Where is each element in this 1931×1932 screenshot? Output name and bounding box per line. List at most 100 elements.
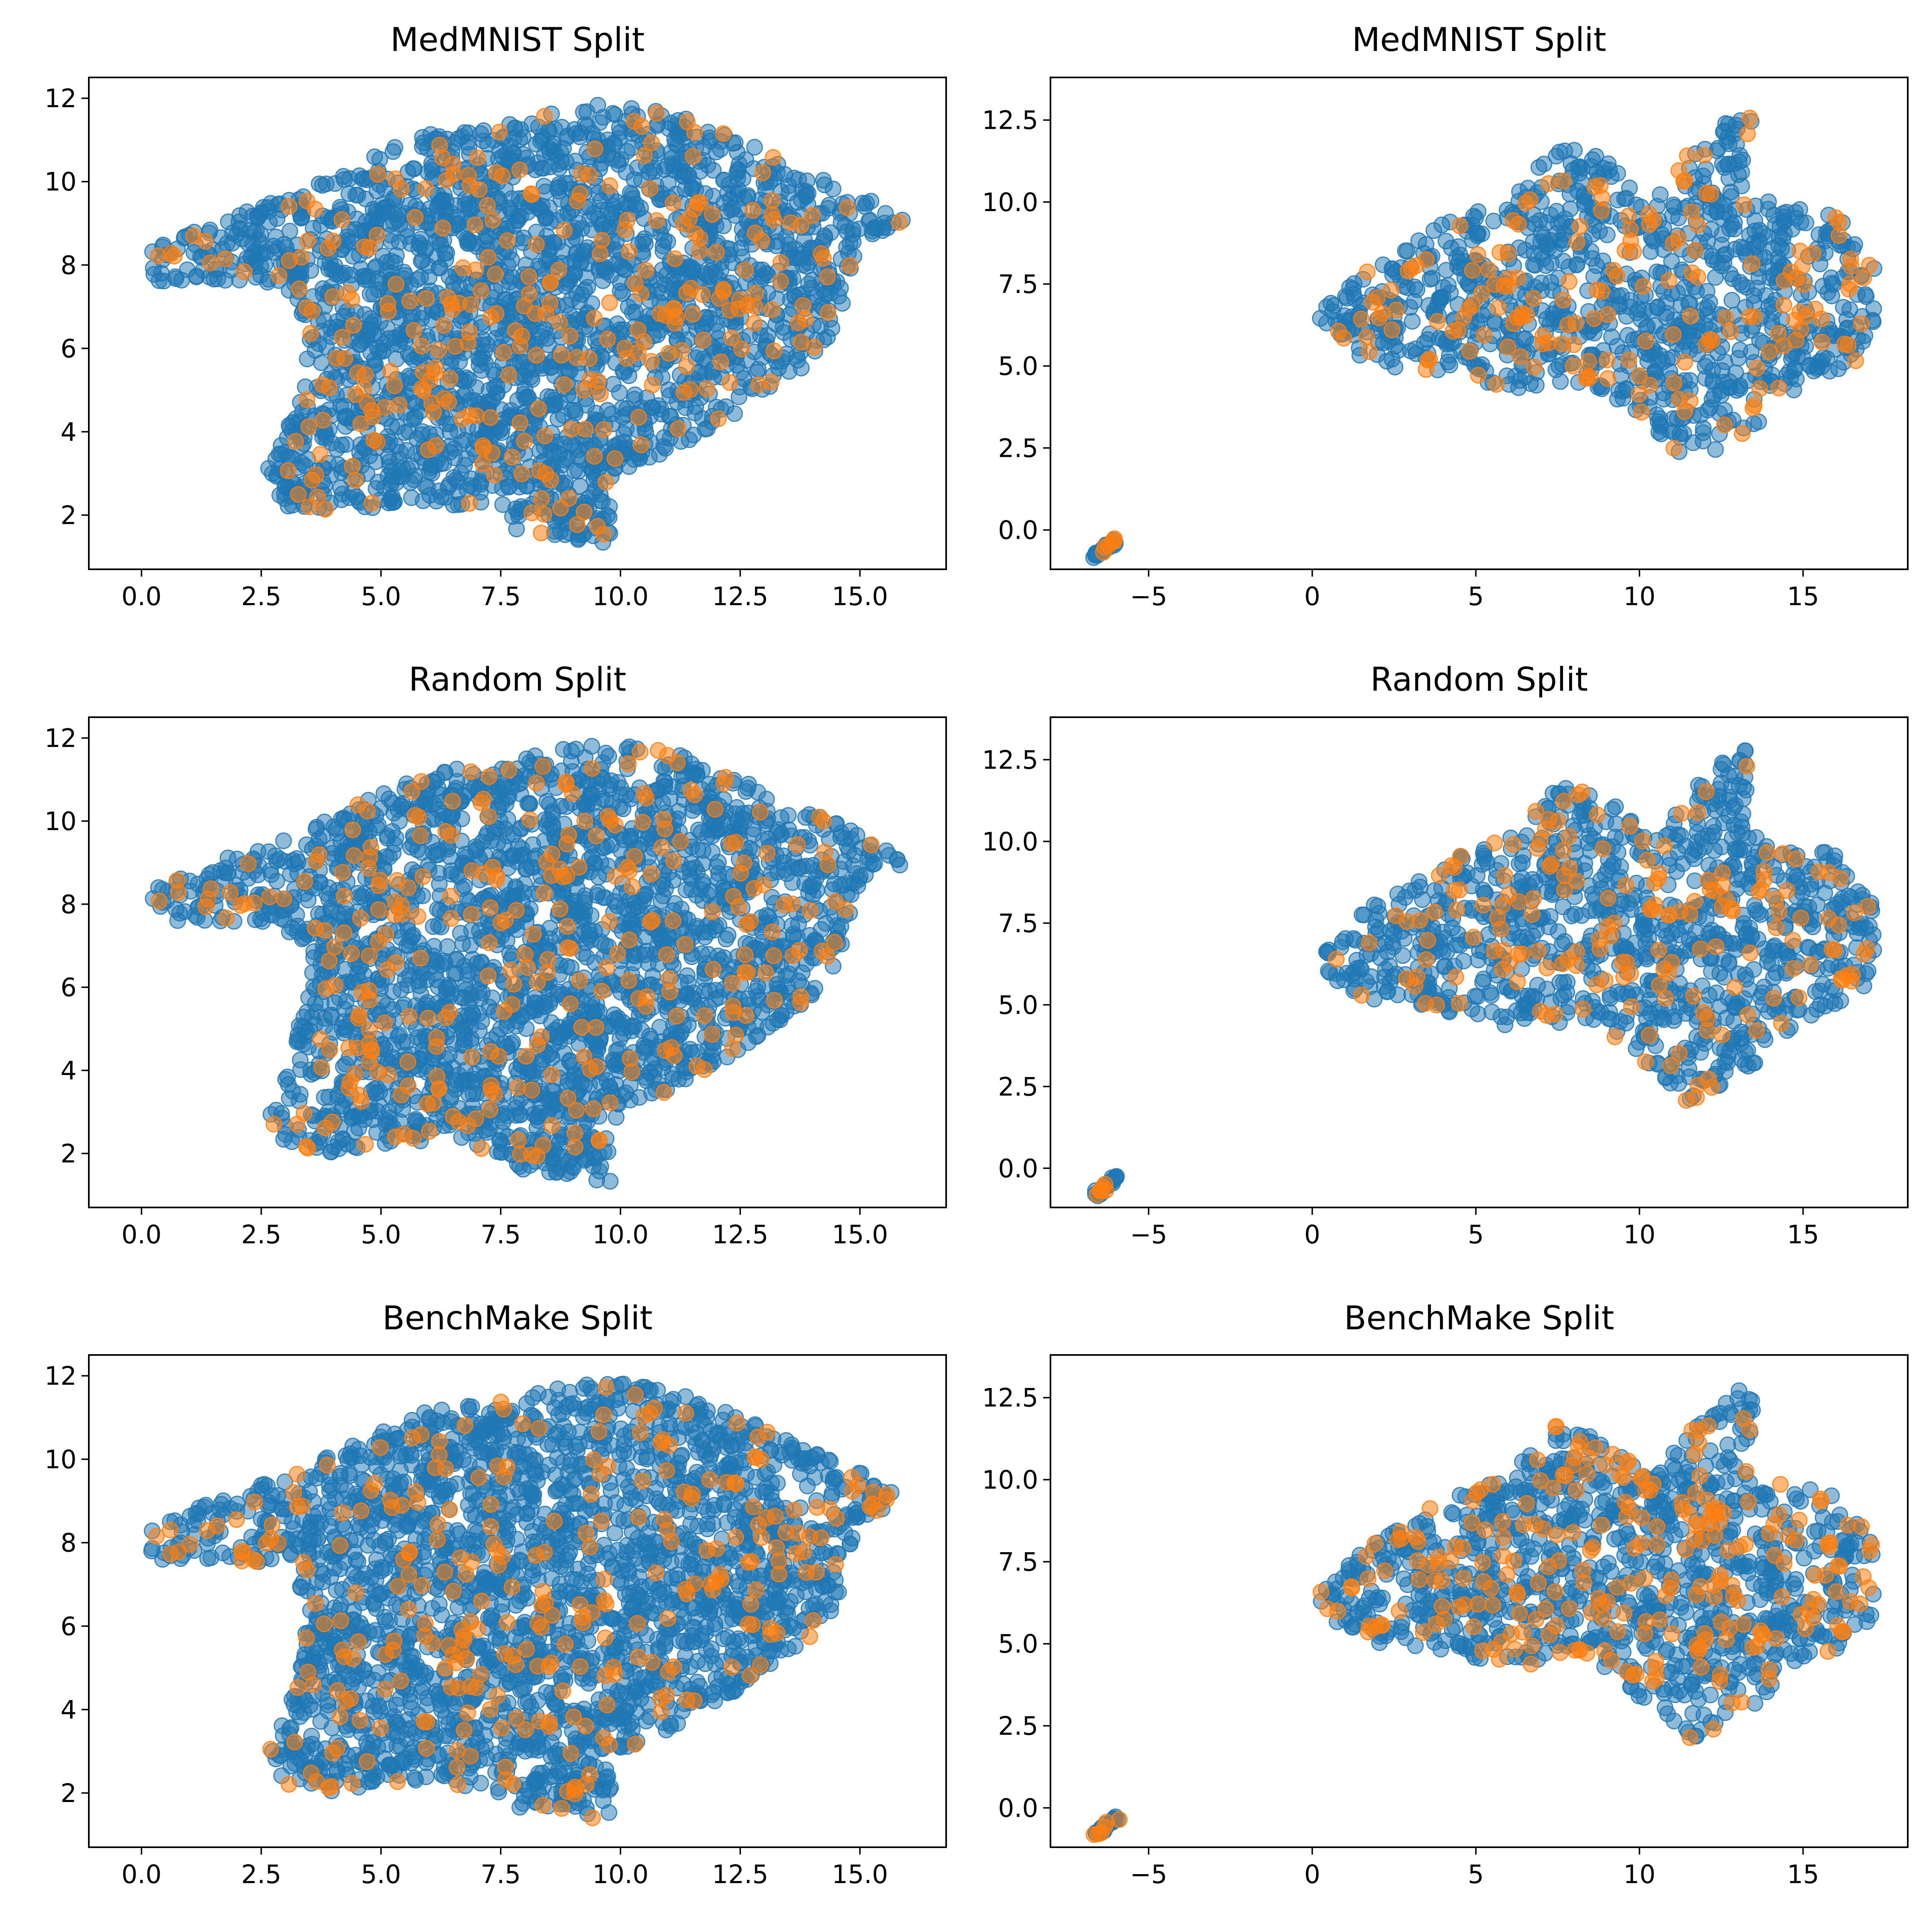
point-test [356,238,373,255]
point-test [1633,404,1650,421]
point-test [1665,235,1682,252]
point-train [730,162,747,179]
point-test [739,297,756,314]
point-test [1622,221,1639,238]
point-train [1698,161,1714,178]
point-train [1440,353,1457,370]
point-test [1853,315,1870,332]
point-test [1665,326,1682,343]
point-test [1842,251,1859,268]
point-test [1429,313,1446,330]
point-train [1433,216,1451,234]
point-test [1359,263,1376,280]
point-train [1404,313,1421,330]
point-train [452,465,469,482]
point-test [1695,147,1713,164]
point-test [819,304,837,321]
point-test [683,280,700,297]
point-test [1689,216,1706,234]
point-train [819,200,837,217]
point-test [435,317,452,334]
point-test [530,400,547,417]
point-test [686,200,703,218]
point-test [1526,359,1543,376]
point-test [280,462,297,479]
point-test [441,370,458,387]
point-train [570,463,587,480]
point-train [451,353,468,370]
point-test [1555,291,1572,308]
point-test [328,350,345,367]
point-test [386,377,403,394]
point-train [605,134,622,152]
point-test [1383,322,1400,338]
point-test [595,526,612,543]
point-train [238,203,255,220]
point-test [772,273,789,290]
point-train [644,399,661,416]
point-test [359,395,376,412]
point-test [528,236,545,253]
point-test [494,167,511,185]
point-train [1699,299,1716,316]
point-train [789,194,806,211]
point-train [1649,413,1667,430]
point-test [1689,269,1706,286]
point-test [637,262,654,279]
point-test [379,295,396,312]
point-test [1660,272,1678,289]
point-test [1641,377,1658,394]
point-train [356,271,373,288]
point-test [418,290,435,307]
point-train [1707,269,1724,286]
y-tick-label: 0.0 [998,515,1038,545]
point-train [1608,338,1625,355]
point-train [339,232,356,249]
point-test [712,353,729,370]
point-train [854,195,871,211]
point-train [551,446,568,463]
point-train [415,492,432,509]
point-test [819,268,836,285]
point-test [1476,327,1493,344]
point-test [1813,311,1830,328]
point-test [590,373,607,390]
point-train [577,242,594,260]
point-train [440,268,458,285]
point-train [1345,275,1363,292]
point-train [804,271,821,289]
point-train [1442,284,1459,301]
point-test [486,467,503,484]
point-test [484,211,501,229]
point-train [1555,253,1572,270]
point-test [1717,309,1734,326]
point-train [458,481,476,498]
point-test [306,200,324,218]
point-train [1473,225,1491,242]
point-test [417,180,434,197]
point-test [1741,110,1758,127]
y-tick-label: 5.0 [998,351,1038,381]
point-test [528,347,545,364]
point-train [724,200,742,217]
point-test [1716,416,1733,433]
point-test [1698,336,1715,353]
point-test [1480,261,1497,278]
point-train [611,119,628,137]
point-test [685,148,702,165]
point-test [764,192,781,209]
point-test [1682,308,1699,325]
point-train [750,361,767,378]
point-train [584,125,601,142]
point-train [822,285,839,302]
point-test [1499,338,1516,355]
point-train [1765,207,1782,224]
point-test [166,248,183,264]
point-train [470,350,487,367]
point-test [217,250,233,267]
point-test [586,140,603,157]
point-test [314,376,331,393]
point-test [1513,305,1530,322]
point-test [511,414,528,431]
point-test [721,374,738,391]
